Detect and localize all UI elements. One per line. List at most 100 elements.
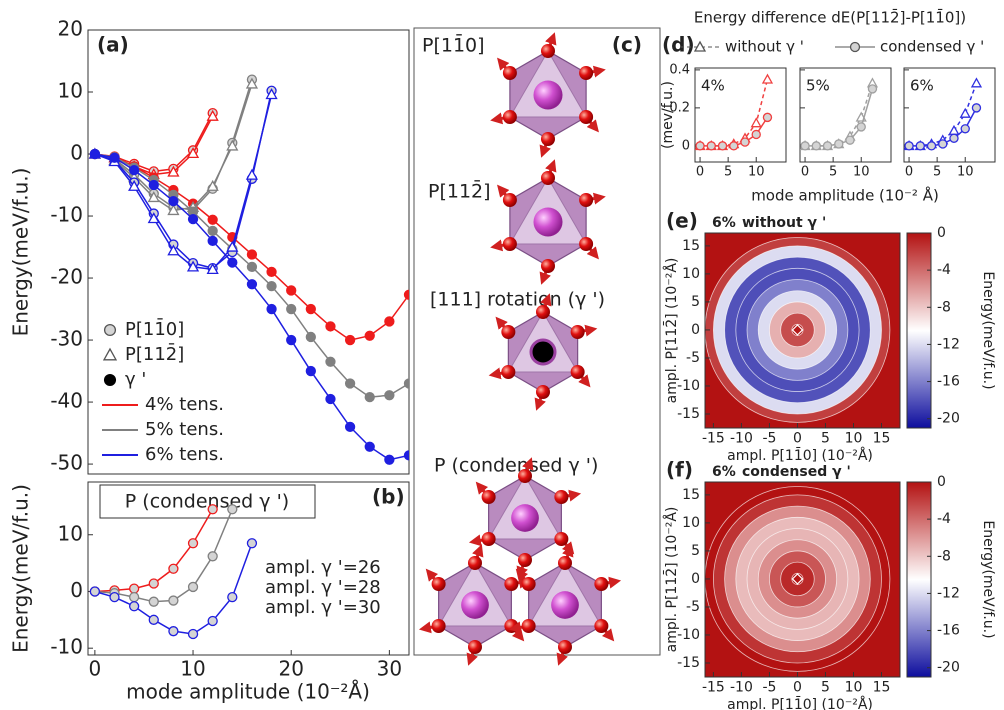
- subplot-label: 5%: [806, 77, 830, 95]
- marker-dot: [364, 330, 375, 341]
- anion: [521, 619, 536, 633]
- marker-circle: [187, 581, 199, 593]
- marker-circle: [207, 615, 218, 627]
- marker-dot: [207, 214, 218, 225]
- anion: [431, 619, 446, 633]
- marker-circle: [187, 628, 199, 640]
- marker-circle: [207, 551, 218, 562]
- subplot-label: 4%: [701, 77, 725, 95]
- marker-circle: [960, 124, 970, 134]
- x-tick-label: 15: [873, 431, 891, 447]
- plot-frame: [704, 481, 901, 678]
- marker-circle: [246, 538, 258, 549]
- anion: [504, 577, 519, 591]
- marker-circle: [971, 103, 982, 113]
- marker-dot: [246, 249, 258, 260]
- colorbar-tick-label: 0: [937, 474, 946, 490]
- marker-circle: [168, 626, 179, 637]
- legend-label: 5% tens.: [145, 419, 224, 440]
- y-tick-label: 5: [691, 543, 700, 559]
- panel-label: (f): [666, 458, 693, 482]
- anion: [570, 365, 585, 379]
- legend-label: P[11̄0]: [125, 318, 184, 340]
- x-axis-label: ampl. P[11̄0] (10⁻²Å): [727, 446, 873, 464]
- y-tick-label: 0.2: [669, 100, 690, 115]
- contour-ring: [791, 323, 804, 336]
- y-tick-label: 0: [70, 578, 83, 602]
- marker-circle: [148, 596, 159, 607]
- x-tick-label: 5: [821, 680, 830, 696]
- anion: [502, 66, 517, 80]
- marker-circle: [207, 504, 218, 515]
- y-tick-label: 15: [682, 487, 700, 503]
- anion: [541, 171, 555, 185]
- cation: [551, 591, 579, 619]
- marker-triangle: [265, 88, 278, 100]
- chart-title: condensed γ ': [742, 464, 851, 480]
- marker-circle: [706, 141, 716, 151]
- anion: [554, 490, 569, 504]
- marker-dot: [148, 179, 159, 191]
- y-tick-label: 0: [70, 141, 83, 165]
- curve: [94, 94, 273, 271]
- marker-dot: [207, 225, 218, 237]
- x-tick-label: 30: [377, 657, 402, 681]
- marker-circle: [751, 129, 761, 140]
- marker-dot: [89, 148, 101, 160]
- panel-label: (c): [612, 33, 642, 57]
- panel-label: (e): [666, 209, 698, 233]
- anion: [579, 66, 594, 80]
- marker-circle: [717, 141, 728, 151]
- contour-ring: [791, 572, 804, 585]
- x-tick-label: -5: [762, 680, 776, 696]
- x-tick-label: -5: [762, 431, 776, 447]
- x-tick-label: 0: [801, 164, 809, 179]
- marker-dot: [266, 266, 277, 277]
- colorbar-tick-label: 0: [937, 225, 946, 241]
- anion: [579, 237, 594, 251]
- marker-dot: [103, 373, 117, 387]
- x-tick-label: 0: [793, 680, 802, 696]
- x-tick-label: -10: [730, 680, 753, 696]
- x-tick-label: 0: [905, 164, 913, 179]
- marker-circle: [168, 595, 179, 606]
- chart-title: Energy difference dE(P[112̄]-P[11̄0]): [694, 8, 966, 27]
- y-tick-label: -10: [50, 635, 83, 659]
- subplot-label: 6%: [910, 77, 934, 95]
- marker-circle: [845, 135, 855, 145]
- colorbar-tick-label: -12: [937, 336, 960, 352]
- marker-triangle: [970, 77, 983, 88]
- marker-circle: [904, 141, 914, 151]
- anion: [501, 325, 516, 339]
- x-tick-label: 10: [748, 164, 765, 179]
- structure-frame: [413, 27, 661, 656]
- plot-frame: [799, 67, 892, 163]
- marker-dot: [246, 261, 258, 273]
- marker-dot: [286, 285, 297, 296]
- legend-label: without γ ': [725, 38, 804, 56]
- y-tick-label: -10: [677, 627, 700, 643]
- anion: [502, 237, 517, 251]
- y-tick-label: -20: [50, 265, 83, 289]
- colorbar-label: Energy(meV/f.u.): [980, 520, 996, 638]
- marker-triangle: [102, 347, 118, 361]
- chart-title: without γ ': [742, 215, 826, 231]
- x-tick-label: 10: [180, 657, 205, 681]
- x-tick-label: 10: [957, 164, 974, 179]
- anion: [536, 385, 550, 399]
- anion: [594, 577, 609, 591]
- anion: [521, 577, 536, 591]
- x-axis-label: mode amplitude (10⁻² Å): [751, 186, 939, 205]
- colorbar-tick-label: -20: [937, 411, 960, 427]
- legend-label: 4% tens.: [145, 394, 224, 415]
- marker-triangle: [167, 244, 180, 256]
- marker-triangle: [167, 165, 180, 177]
- marker-dot: [344, 334, 356, 346]
- x-tick-label: -10: [730, 431, 753, 447]
- marker-dot: [305, 303, 316, 315]
- marker-circle: [800, 141, 810, 151]
- marker-triangle: [226, 240, 239, 252]
- anion: [536, 305, 550, 319]
